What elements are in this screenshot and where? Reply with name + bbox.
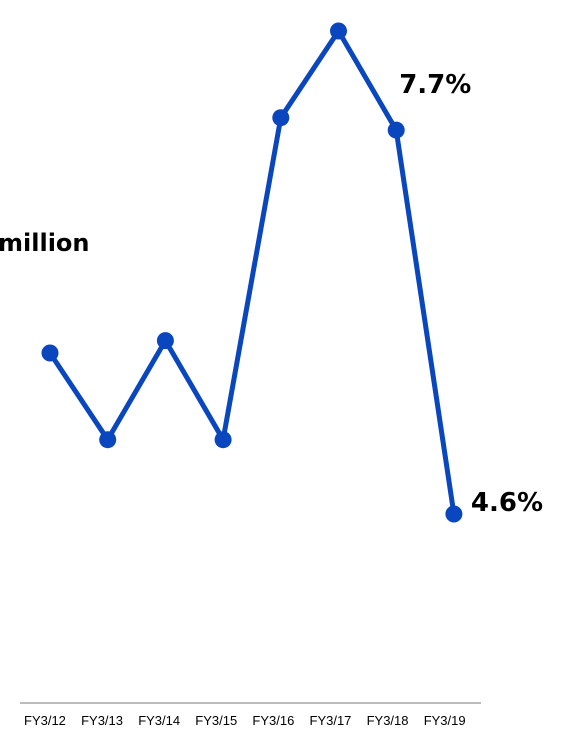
data-points — [41, 22, 463, 523]
data-point-FY3/12 — [41, 344, 59, 362]
data-point-FY3/14 — [156, 332, 174, 350]
x-tick-label-3: FY3/15 — [195, 713, 237, 728]
annotation-million: million — [0, 229, 90, 257]
data-point-FY3/18 — [387, 121, 405, 139]
data-label-0: 7.7% — [399, 70, 471, 100]
data-point-FY3/13 — [99, 431, 117, 449]
data-point-FY3/19 — [445, 505, 463, 523]
x-tick-label-1: FY3/13 — [81, 713, 123, 728]
x-tick-label-6: FY3/18 — [367, 713, 409, 728]
x-tick-label-5: FY3/17 — [310, 713, 352, 728]
data-label-1: 4.6% — [471, 488, 543, 518]
data-point-FY3/15 — [214, 431, 232, 449]
data-labels: 7.7% 4.6% — [399, 70, 543, 518]
x-tick-labels: FY3/12 FY3/13 FY3/14 FY3/15 FY3/16 FY3/17 FY3/… — [24, 713, 466, 728]
x-tick-label-7: FY3/19 — [424, 713, 466, 728]
x-tick-label-2: FY3/14 — [138, 713, 180, 728]
x-tick-label-0: FY3/12 — [24, 713, 66, 728]
data-point-FY3/16 — [272, 109, 290, 127]
x-tick-label-4: FY3/16 — [252, 713, 294, 728]
series-line — [47, 28, 457, 517]
data-point-FY3/17 — [330, 22, 347, 40]
